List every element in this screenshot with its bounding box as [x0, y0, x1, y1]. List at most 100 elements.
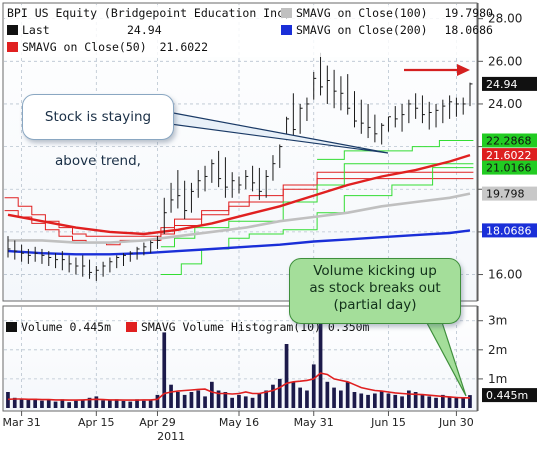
volume-bar: [142, 400, 146, 408]
price-tag-label: 18.0686: [486, 224, 532, 237]
price-tag-label: 21.0166: [486, 162, 532, 175]
volume-bar: [108, 399, 112, 408]
volume-bar: [169, 384, 173, 408]
volume-bar: [345, 381, 350, 408]
legend-swatch: [7, 25, 18, 35]
legend-title: BPI US Equity (Bridgepoint Education Inc…: [7, 6, 291, 20]
volume-bar: [352, 392, 357, 408]
volume-bar: [311, 364, 316, 408]
volume-bar: [298, 387, 302, 408]
ma-line: [7, 229, 471, 256]
volume-bar: [196, 390, 201, 408]
volume-bar: [67, 402, 71, 408]
breakout-arrow-head: [457, 64, 470, 76]
volume-average-line: [7, 372, 470, 401]
volume-bar: [284, 344, 289, 408]
volume-bar: [182, 394, 187, 408]
volume-bar: [101, 400, 105, 408]
price-tag-label: 22.2868: [486, 135, 532, 148]
volume-bar: [135, 399, 139, 408]
price-legend: BPI US Equity (Bridgepoint Education Inc…: [5, 5, 493, 57]
price-tag: [482, 133, 537, 148]
price-axis: 16.00 24.00 26.00 28.00 24.94 22.286821.60222…: [477, 3, 537, 301]
price-tag: [482, 223, 537, 238]
volume-bar: [114, 399, 119, 408]
volume-bar: [12, 397, 17, 408]
legend-swatch: [7, 42, 18, 52]
volume-bar: [427, 396, 432, 408]
volume-bar: [128, 401, 133, 408]
volume-bar: [250, 397, 255, 408]
volume-bar: [447, 396, 452, 408]
legend-swatch: [281, 25, 292, 35]
volume-bar: [454, 396, 459, 408]
volume-bar: [80, 399, 85, 408]
price-tick-label: 16.00: [488, 268, 522, 282]
price-tick-label: 26.00: [488, 54, 522, 68]
ma-line: [8, 192, 471, 244]
volume-bars: [6, 320, 472, 408]
volume-bar: [19, 399, 24, 408]
legend-ma100: SMAVG on Close(100) 19.7980: [281, 6, 493, 20]
legend-swatch: [281, 8, 292, 18]
legend-ma100-value: 19.7980: [444, 6, 493, 20]
volume-bar: [386, 393, 391, 408]
date-tick-label: May 31: [294, 416, 334, 429]
volume-bar: [210, 381, 214, 408]
ma-line: [7, 153, 471, 236]
date-tick-label: Jun 15: [370, 416, 406, 429]
volume-bar: [305, 390, 309, 408]
price-bars: [7, 52, 473, 281]
price-tick-label: 28.00: [488, 12, 522, 26]
price-tag-label: 19.798: [486, 188, 525, 201]
legend-last-value: 24.94: [127, 23, 162, 37]
volume-bar: [237, 394, 241, 408]
volume-callout-line: Volume kicking up: [313, 263, 437, 279]
legend-ma200: SMAVG on Close(200) 18.0686: [281, 23, 493, 37]
volume-bar: [379, 390, 384, 408]
volume-callout: Volume kicking up as stock breaks out (p…: [289, 258, 461, 324]
volume-bar: [264, 390, 268, 408]
year-label: 2011: [157, 430, 185, 443]
volume-bar: [318, 320, 323, 408]
volume-bar: [46, 399, 51, 408]
volume-bar: [6, 392, 10, 408]
legend-ma200-value: 18.0686: [444, 23, 493, 37]
price-tag: [482, 160, 537, 175]
volume-tag-label: 0.445m: [486, 389, 528, 402]
date-tick-label: May 16: [219, 416, 259, 429]
volume-bar: [53, 401, 58, 408]
volume-bar: [277, 378, 282, 408]
price-tick-label: 24.00: [488, 97, 522, 111]
volume-tick-label: 1m: [488, 372, 507, 386]
date-tick-label: Mar 31: [2, 416, 40, 429]
legend-swatch: [125, 322, 137, 332]
volume-tick-label: 2m: [488, 343, 507, 357]
volume-bar: [203, 396, 207, 408]
trend-callout: Stock is staying above trend,: [22, 94, 174, 169]
volume-bar: [230, 397, 234, 408]
volume-bar: [271, 384, 275, 408]
volume-bar: [189, 392, 194, 408]
trend-step-line: [317, 140, 474, 160]
volume-callout-line: as stock breaks out: [309, 280, 441, 296]
volume-bar: [400, 396, 404, 408]
volume-bar: [60, 399, 65, 408]
volume-bar: [121, 401, 126, 408]
moving-average-lines: [7, 153, 471, 256]
volume-bar: [373, 393, 377, 408]
volume-bar: [325, 381, 330, 408]
volume-bar: [216, 390, 221, 408]
price-tag: [482, 148, 537, 163]
legend-swatch: [6, 322, 17, 332]
volume-bar: [359, 393, 364, 408]
volume-bar: [74, 400, 78, 408]
volume-legend: Volume 0.445m SMAVG Volume Histogram(10)…: [6, 320, 369, 334]
volume-bar: [26, 399, 31, 408]
volume-bar: [332, 387, 336, 408]
volume-bar: [40, 400, 44, 408]
volume-bar: [257, 393, 262, 408]
volume-bar: [461, 397, 465, 408]
volume-bar: [413, 392, 418, 408]
trend-step-line: [4, 178, 474, 246]
